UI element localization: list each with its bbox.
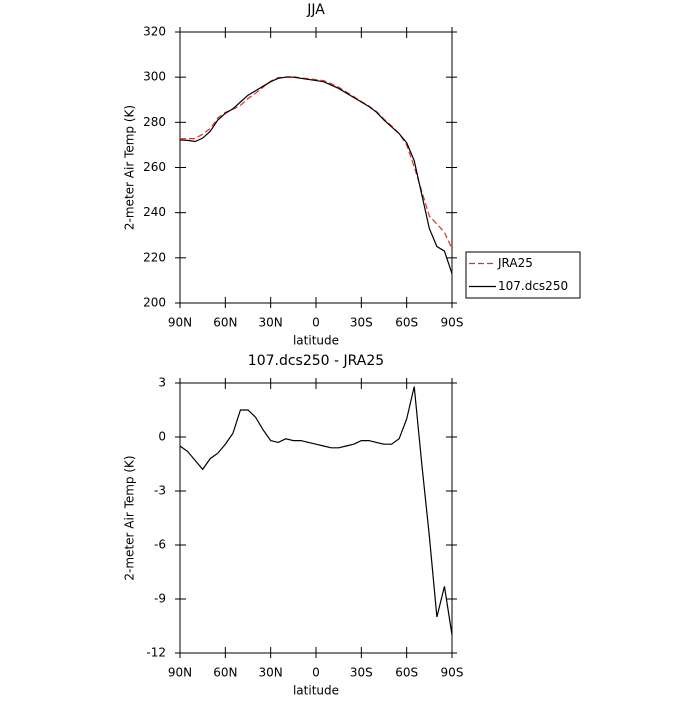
chart-title: JJA bbox=[306, 2, 325, 18]
x-tick-label: 60N bbox=[213, 316, 237, 330]
y-tick-label: 3 bbox=[158, 376, 166, 390]
y-tick-label: 280 bbox=[143, 115, 166, 129]
data-line bbox=[179, 76, 453, 274]
x-tick-label: 60N bbox=[213, 666, 237, 680]
y-tick-label: 260 bbox=[143, 160, 166, 174]
y-tick-label: -3 bbox=[154, 484, 166, 498]
x-tick-label: 90N bbox=[168, 316, 192, 330]
y-tick-label: -9 bbox=[154, 592, 166, 606]
y-tick-label: 300 bbox=[143, 70, 166, 84]
y-axis-label: 2-meter Air Temp (K) bbox=[123, 105, 137, 230]
x-tick-label: 90S bbox=[441, 316, 464, 330]
x-tick-label: 30N bbox=[259, 316, 283, 330]
legend-label: 107.dcs250 bbox=[498, 279, 568, 293]
x-tick-label: 30S bbox=[350, 666, 373, 680]
x-tick-label: 30N bbox=[259, 666, 283, 680]
legend-label: JRA25 bbox=[497, 256, 533, 270]
plot-frame bbox=[179, 31, 453, 304]
x-tick-label: 60S bbox=[395, 316, 418, 330]
x-axis-label: latitude bbox=[293, 684, 339, 698]
y-tick-label: 200 bbox=[143, 296, 166, 310]
y-tick-label: 0 bbox=[158, 430, 166, 444]
data-line bbox=[179, 76, 453, 250]
x-axis-label: latitude bbox=[293, 334, 339, 348]
y-axis-label: 2-meter Air Temp (K) bbox=[123, 455, 137, 580]
y-tick-label: -12 bbox=[146, 646, 166, 660]
x-tick-label: 30S bbox=[350, 316, 373, 330]
chart-title: 107.dcs250 - JRA25 bbox=[248, 353, 384, 369]
y-tick-label: -6 bbox=[154, 538, 166, 552]
x-tick-label: 0 bbox=[312, 666, 320, 680]
x-tick-label: 60S bbox=[395, 666, 418, 680]
data-line bbox=[179, 386, 453, 636]
y-tick-label: 240 bbox=[143, 205, 166, 219]
plot-frame bbox=[179, 382, 453, 654]
y-tick-label: 320 bbox=[143, 25, 166, 39]
legend-box bbox=[465, 251, 581, 299]
x-tick-label: 90N bbox=[168, 666, 192, 680]
x-tick-label: 90S bbox=[441, 666, 464, 680]
y-tick-label: 220 bbox=[143, 250, 166, 264]
x-tick-label: 0 bbox=[312, 316, 320, 330]
